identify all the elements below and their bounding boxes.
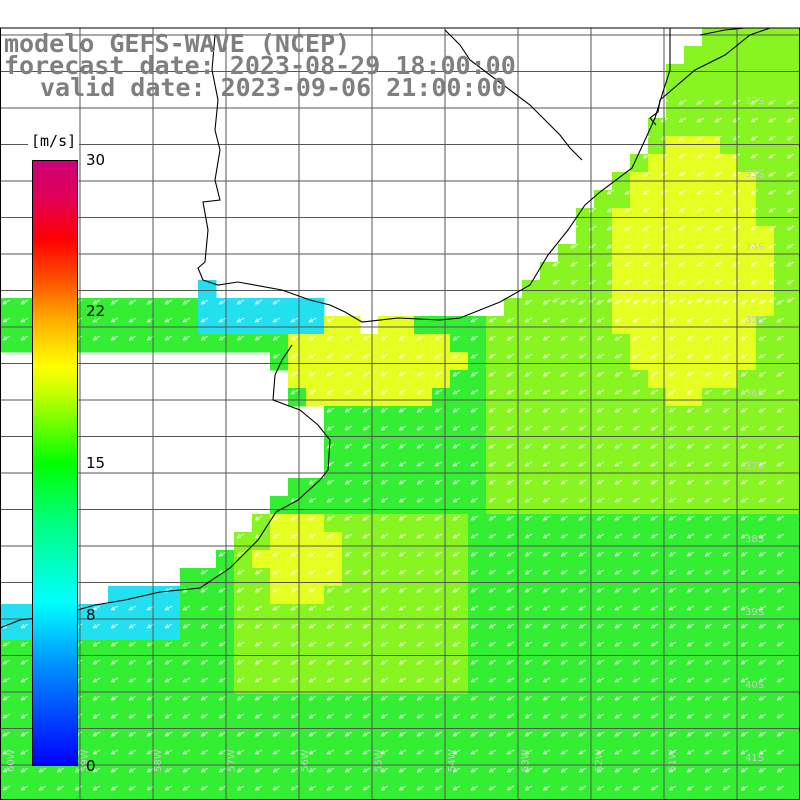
colorbar-tick-15: 15	[86, 454, 106, 472]
colorbar	[32, 160, 78, 766]
lat-label: 34S	[745, 242, 764, 253]
forecast-date: forecast date: 2023-08-29 18:00:00	[4, 51, 516, 80]
latitude-labels: 32S 33S 34S 35S 36S 37S 38S 39S 40S 41S	[745, 96, 764, 764]
lon-label: 59W	[80, 749, 91, 772]
lat-label: 40S	[745, 680, 764, 691]
lon-label: 58W	[153, 749, 164, 772]
lon-label: 60W	[6, 749, 17, 772]
model-title: modelo GEFS-WAVE (NCEP)	[4, 29, 351, 58]
lat-label: 39S	[745, 607, 764, 618]
colorbar-tick-8: 8	[86, 606, 96, 624]
wind-arrows	[2, 99, 795, 791]
lon-label: 51W	[668, 749, 679, 772]
lat-label: 37S	[745, 461, 764, 472]
valid-date: valid date: 2023-09-06 21:00:00	[40, 73, 507, 102]
lat-label: 32S	[745, 96, 764, 107]
colorbar-unit-label: [m/s]	[28, 131, 80, 151]
lat-label: 38S	[745, 534, 764, 545]
lon-label: 56W	[300, 749, 311, 772]
lat-label: 41S	[745, 753, 764, 764]
lon-label: 55W	[374, 749, 385, 772]
colorbar-tick-0: 0	[86, 757, 96, 775]
lat-label: 33S	[745, 169, 764, 180]
colorbar-tick-22: 22	[86, 302, 106, 320]
longitude-labels: 60W 59W 58W 57W 56W 55W 54W 53W 52W 51W	[6, 749, 679, 772]
lat-label: 36S	[745, 388, 764, 399]
lon-label: 57W	[227, 749, 238, 772]
colorbar-tick-30: 30	[86, 151, 106, 169]
lon-label: 53W	[521, 749, 532, 772]
coastline	[0, 27, 771, 629]
lon-label: 52W	[594, 749, 605, 772]
lat-label: 35S	[745, 315, 764, 326]
lon-label: 54W	[447, 749, 458, 772]
